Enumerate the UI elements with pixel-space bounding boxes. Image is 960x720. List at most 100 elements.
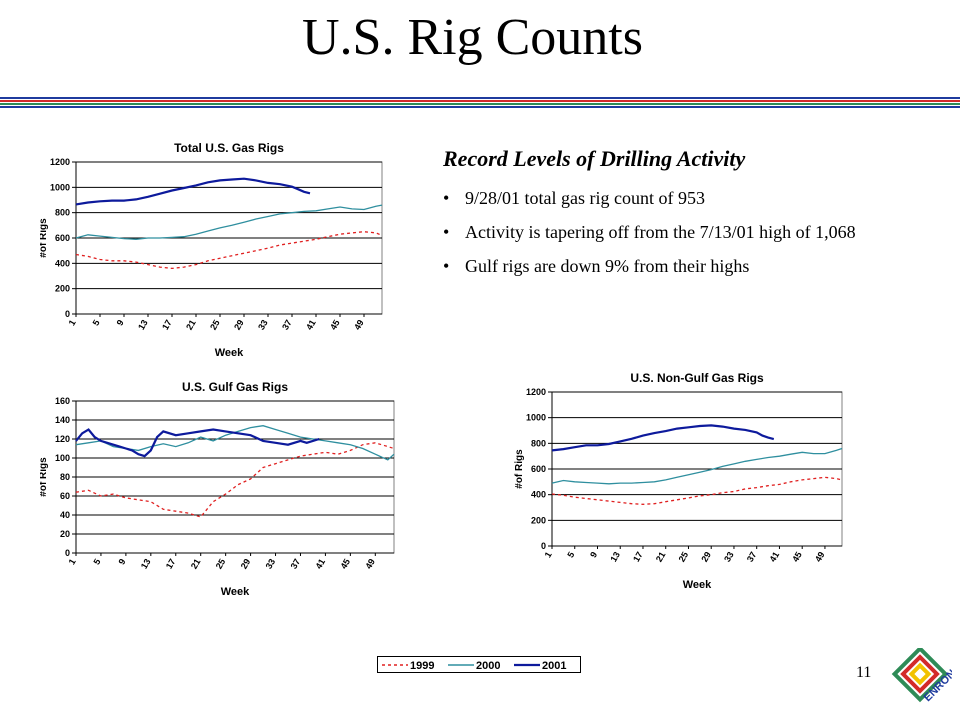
chart-gulf-gas-rigs: U.S. Gulf Gas Rigs 0 20 40 60 80 100 120 140 160 1… (40, 380, 395, 598)
y-axis-label: #of Rigs (40, 457, 49, 497)
x-tick-label: 45 (338, 557, 352, 571)
x-tick-label: 49 (352, 318, 366, 332)
y-tick-label: 200 (531, 515, 546, 525)
y-tick-label: 400 (55, 258, 70, 268)
x-tick-label: 1 (67, 318, 78, 327)
series-line-2000 (551, 447, 843, 485)
x-tick-label: 37 (280, 318, 294, 332)
page-number: 11 (856, 664, 872, 681)
y-tick-label: 40 (60, 510, 70, 520)
x-axis-label: Week (683, 579, 712, 591)
x-tick-label: 25 (214, 557, 228, 571)
series-line-2001 (551, 424, 775, 452)
x-tick-label: 41 (304, 318, 318, 332)
enron-logo: ENRON (891, 648, 952, 704)
y-tick-label: 600 (531, 464, 546, 474)
x-tick-label: 29 (232, 318, 246, 332)
x-tick-label: 37 (745, 550, 759, 564)
y-tick-label: 200 (55, 284, 70, 294)
x-tick-label: 21 (189, 557, 203, 571)
x-tick-label: 5 (565, 550, 576, 559)
x-axis-label: Week (215, 347, 244, 359)
y-tick-label: 0 (65, 309, 70, 319)
series-line-2001 (75, 428, 320, 458)
x-tick-label: 5 (91, 318, 102, 327)
header-rule-2 (0, 100, 960, 102)
logo-square-yellow (908, 662, 932, 686)
x-tick-label: 37 (289, 557, 303, 571)
x-tick-label: 41 (313, 557, 327, 571)
header-rule-1 (0, 97, 960, 99)
chart-legend: 1999 2000 2001 (377, 656, 581, 673)
x-tick-label: 45 (790, 550, 804, 564)
y-tick-label: 80 (60, 472, 70, 482)
x-tick-label: 9 (116, 557, 127, 566)
x-tick-label: 33 (264, 557, 278, 571)
x-tick-label: 9 (115, 318, 126, 327)
x-tick-label: 1 (67, 557, 78, 566)
x-tick-label: 33 (256, 318, 270, 332)
x-axis-label: Week (221, 586, 250, 598)
chart-title: U.S. Gulf Gas Rigs (182, 380, 288, 394)
panel-heading: Record Levels of Drilling Activity (443, 146, 746, 171)
x-tick-label: 13 (136, 318, 150, 332)
x-tick-label: 13 (139, 557, 153, 571)
x-tick-label: 21 (184, 318, 198, 332)
x-tick-label: 17 (164, 557, 178, 571)
x-tick-label: 1 (543, 550, 554, 559)
x-tick-label: 17 (631, 550, 645, 564)
enron-logo-mark (891, 648, 949, 703)
x-tick-label: 9 (588, 550, 599, 559)
x-tick-label: 49 (363, 557, 377, 571)
bullet-item: 9/28/01 total gas rig count of 953 (443, 186, 923, 210)
header-rule-3 (0, 103, 960, 105)
x-tick-label: 29 (239, 557, 253, 571)
y-tick-label: 1200 (526, 387, 546, 397)
y-tick-label: 60 (60, 491, 70, 501)
series-line-1999 (75, 231, 383, 270)
y-tick-label: 100 (55, 453, 70, 463)
legend-label-1999: 1999 (410, 660, 434, 672)
y-tick-label: 0 (541, 541, 546, 551)
y-tick-label: 800 (531, 438, 546, 448)
y-tick-label: 400 (531, 490, 546, 500)
x-tick-label: 29 (699, 550, 713, 564)
x-tick-label: 25 (208, 318, 222, 332)
x-tick-label: 41 (768, 550, 782, 564)
series-line-2001 (75, 177, 311, 206)
y-tick-label: 0 (65, 548, 70, 558)
y-axis-label: #of Rigs (514, 449, 525, 489)
chart-non-gulf-gas-rigs: U.S. Non-Gulf Gas Rigs 0 200 400 600 800 1000 1… (514, 371, 843, 591)
header-rule-4 (0, 106, 960, 108)
x-tick-label: 13 (608, 550, 622, 564)
text-panel: Record Levels of Drilling Activity 9/28/… (443, 146, 923, 288)
bullet-list: 9/28/01 total gas rig count of 953 Activ… (443, 186, 923, 278)
legend-label-2000: 2000 (476, 660, 500, 672)
y-tick-label: 1000 (526, 413, 546, 423)
y-tick-label: 800 (55, 208, 70, 218)
x-tick-label: 49 (813, 550, 827, 564)
series-line-1999 (75, 442, 395, 518)
y-tick-label: 600 (55, 233, 70, 243)
x-tick-label: 17 (160, 318, 174, 332)
y-tick-label: 20 (60, 529, 70, 539)
y-tick-label: 140 (55, 415, 70, 425)
y-tick-label: 1000 (50, 182, 70, 192)
x-tick-label: 33 (722, 550, 736, 564)
y-tick-label: 160 (55, 396, 70, 406)
y-axis-label: #of Rigs (40, 218, 49, 258)
chart-title: Total U.S. Gas Rigs (174, 141, 284, 155)
x-tick-label: 5 (92, 557, 103, 566)
slide-title: U.S. Rig Counts (302, 9, 643, 66)
bullet-item: Activity is tapering off from the 7/13/0… (443, 220, 923, 244)
x-tick-label: 25 (677, 550, 691, 564)
series-line-1999 (551, 476, 843, 505)
chart-total-gas-rigs: Total U.S. Gas Rigs 0 200 400 600 800 1000 1200… (40, 141, 383, 359)
x-tick-label: 45 (328, 318, 342, 332)
bullet-item: Gulf rigs are down 9% from their highs (443, 254, 923, 278)
y-tick-label: 120 (55, 434, 70, 444)
logo-square-red (900, 654, 940, 694)
y-tick-label: 1200 (50, 157, 70, 167)
chart-title: U.S. Non-Gulf Gas Rigs (630, 371, 764, 385)
logo-square-green (891, 648, 949, 703)
